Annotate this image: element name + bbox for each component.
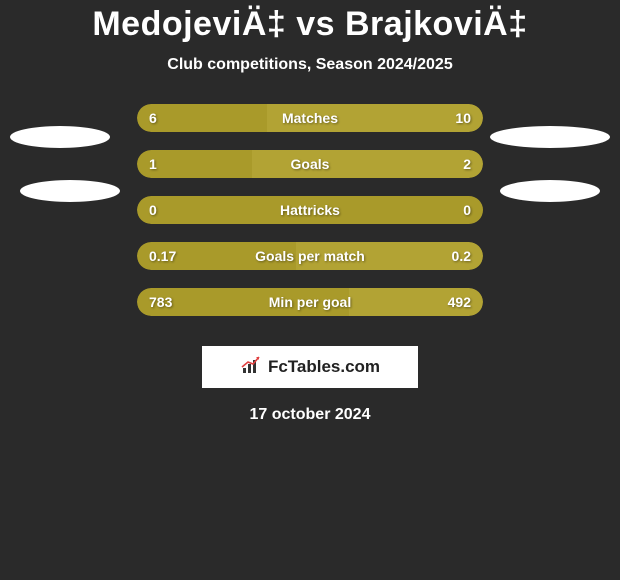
decorative-ellipse xyxy=(500,180,600,202)
chart-icon xyxy=(240,354,262,381)
stat-value-left: 0.17 xyxy=(149,242,176,270)
brand-text: FcTables.com xyxy=(268,357,380,377)
stat-label: Goals xyxy=(291,150,330,178)
stat-value-left: 0 xyxy=(149,196,157,224)
stat-value-left: 783 xyxy=(149,288,172,316)
stat-row: 0.17 Goals per match 0.2 xyxy=(137,242,483,270)
stat-value-right: 10 xyxy=(455,104,471,132)
stat-row: 783 Min per goal 492 xyxy=(137,288,483,316)
decorative-ellipse xyxy=(20,180,120,202)
stat-value-left: 1 xyxy=(149,150,157,178)
decorative-ellipse xyxy=(490,126,610,148)
stat-section: 6 Matches 10 1 Goals 2 0 Hattricks 0 0.17 Goals pe… xyxy=(0,104,620,316)
date-text: 17 october 2024 xyxy=(0,406,620,424)
decorative-ellipse xyxy=(10,126,110,148)
stat-value-left: 6 xyxy=(149,104,157,132)
subtitle: Club competitions, Season 2024/2025 xyxy=(0,56,620,74)
stat-value-right: 0 xyxy=(463,196,471,224)
stat-label: Goals per match xyxy=(255,242,365,270)
stat-label: Min per goal xyxy=(269,288,351,316)
bar-right xyxy=(252,150,483,178)
brand-box[interactable]: FcTables.com xyxy=(202,346,418,388)
stat-row: 6 Matches 10 xyxy=(137,104,483,132)
page-title: MedojeviÄ‡ vs BrajkoviÄ‡ xyxy=(0,5,620,44)
stat-row: 0 Hattricks 0 xyxy=(137,196,483,224)
stat-row: 1 Goals 2 xyxy=(137,150,483,178)
stat-label: Matches xyxy=(282,104,338,132)
stat-value-right: 2 xyxy=(463,150,471,178)
comparison-card: MedojeviÄ‡ vs BrajkoviÄ‡ Club competitio… xyxy=(0,0,620,424)
stat-rows: 6 Matches 10 1 Goals 2 0 Hattricks 0 0.17 Goals pe… xyxy=(137,104,483,316)
stat-value-right: 0.2 xyxy=(452,242,471,270)
stat-label: Hattricks xyxy=(280,196,340,224)
stat-value-right: 492 xyxy=(448,288,471,316)
